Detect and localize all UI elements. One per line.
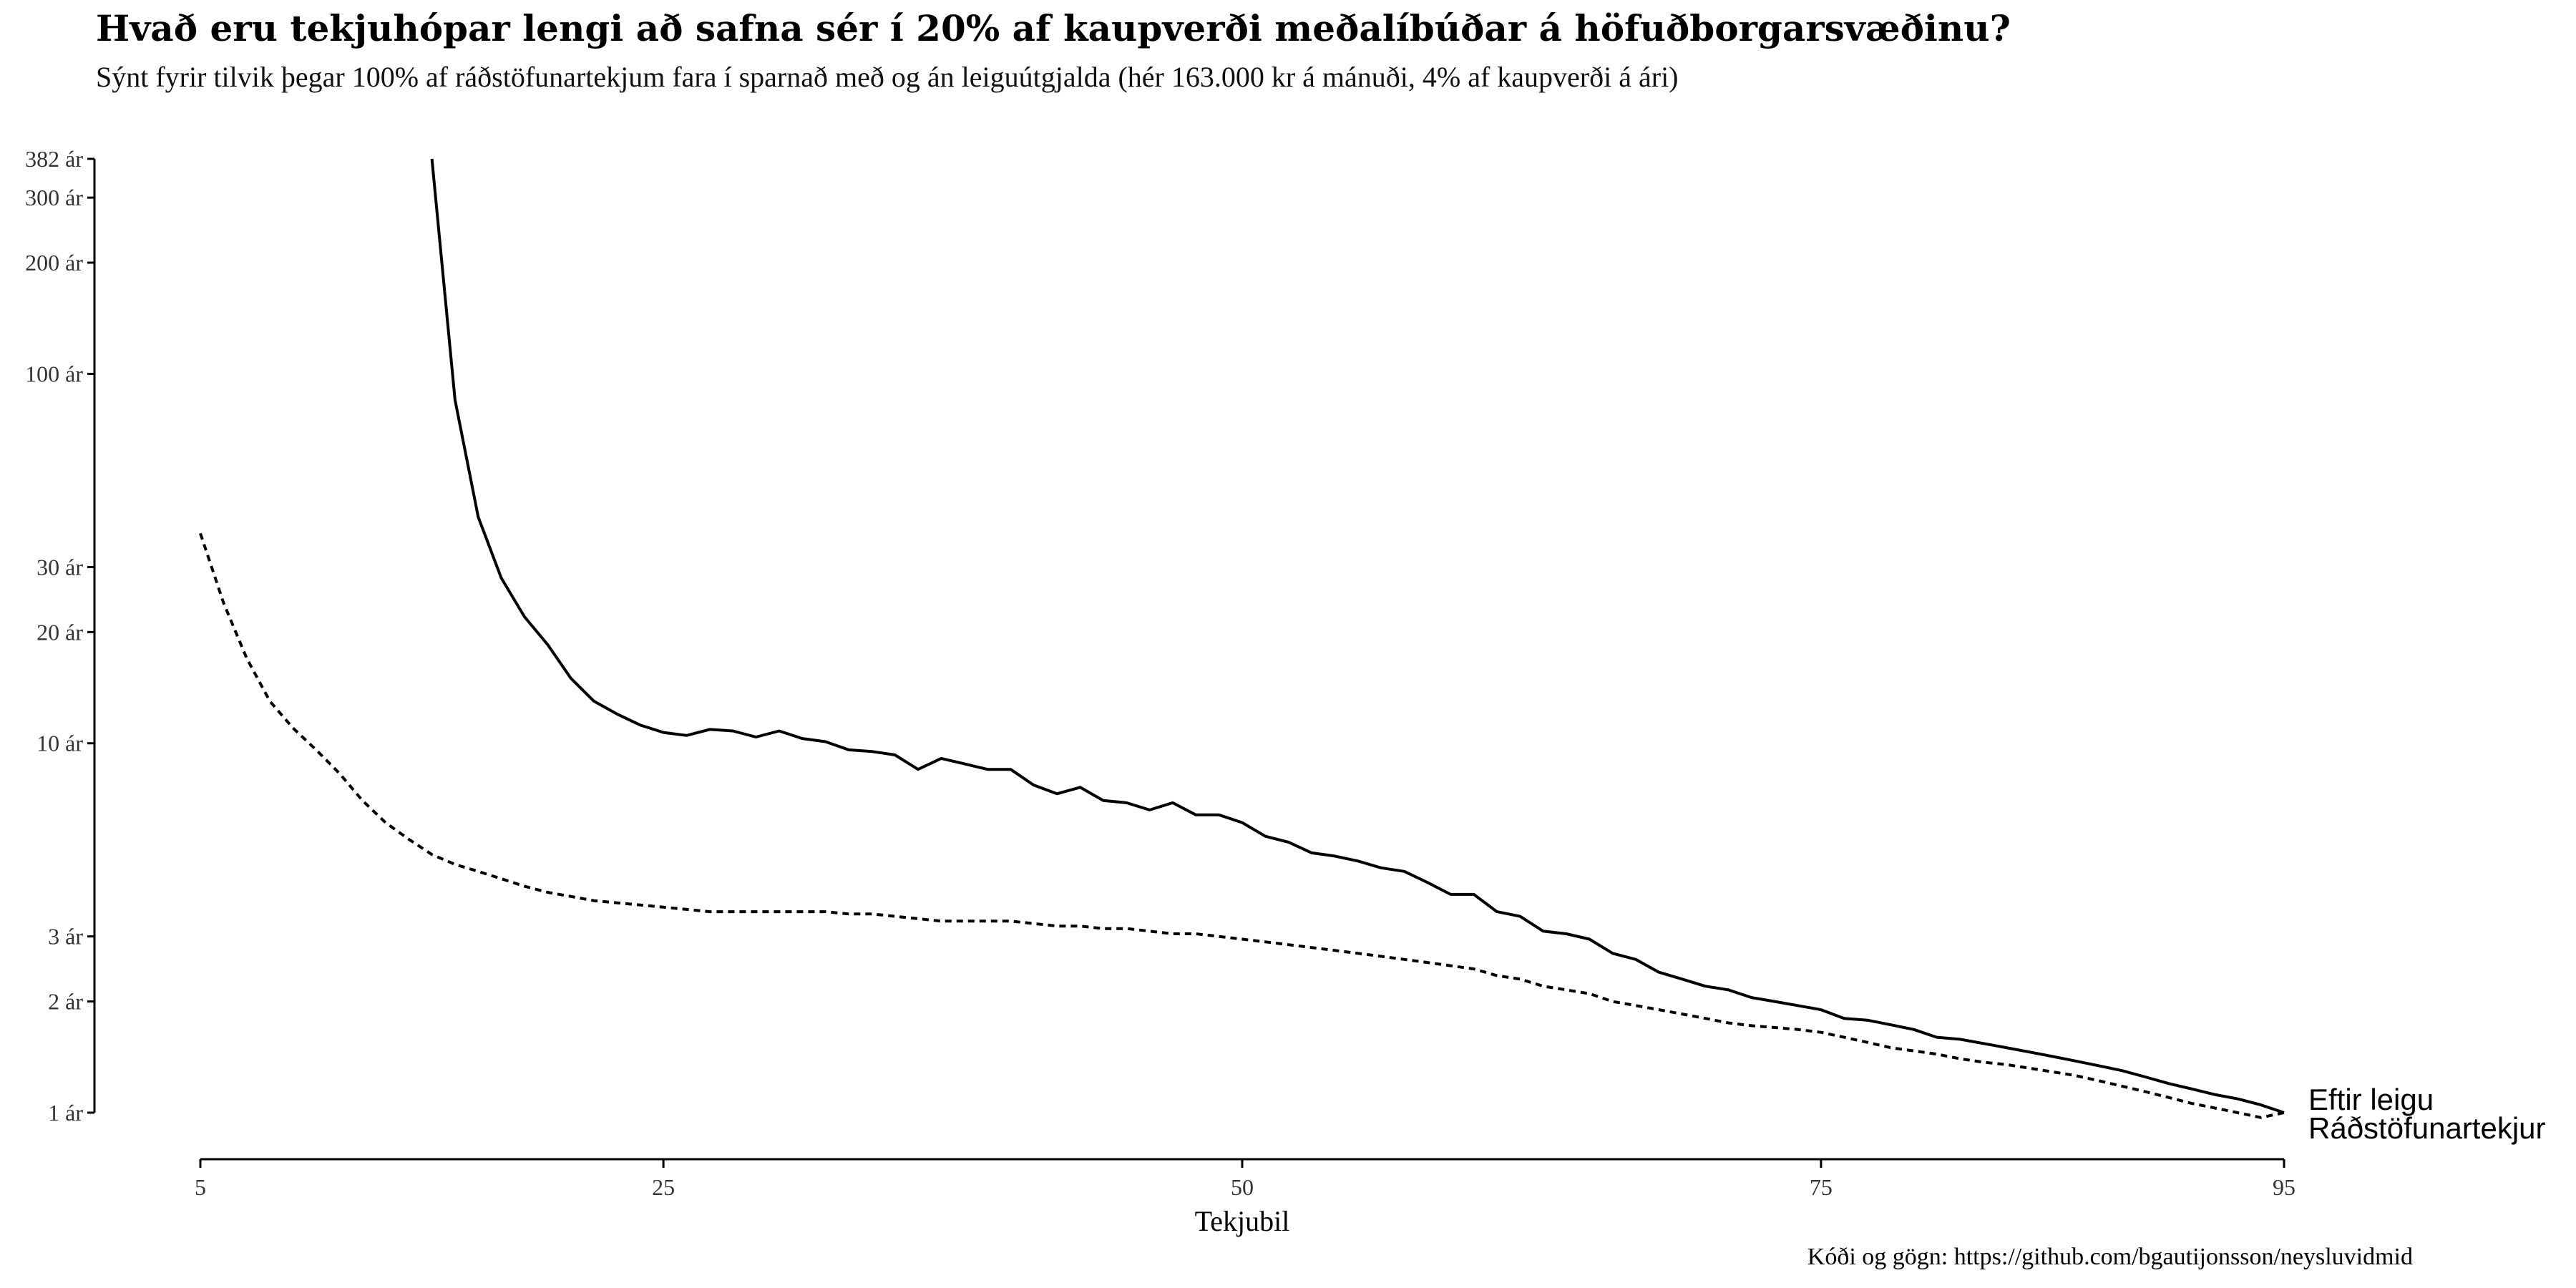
x-axis-title: Tekjubil [1195, 1205, 1290, 1237]
x-tick-label: 95 [2273, 1174, 2296, 1200]
series-label-0: Eftir leigu [2308, 1083, 2434, 1116]
series-label-1: Ráðstöfunartekjur [2308, 1111, 2546, 1145]
series-line-0 [430, 158, 2285, 1114]
y-axis-ticks: 1 ár 2 ár 3 ár 10 ár 20 ár 30 ár 100 ár 200 ár 3… [25, 146, 94, 1126]
series-line-1 [199, 532, 2285, 1119]
axes: 1 ár 2 ár 3 ár 10 ár 20 ár 30 ár 100 ár 200 ár 3… [25, 146, 2296, 1200]
chart-title: Hvað eru tekjuhópar lengi að safna sér í… [96, 7, 2011, 49]
y-tick-label: 30 ár [36, 554, 83, 580]
y-tick-label: 300 ár [25, 185, 83, 210]
x-axis-ticks: 5 25 50 75 95 [195, 1159, 2296, 1200]
y-tick-label: 100 ár [25, 361, 83, 386]
y-tick-label: 10 ár [36, 731, 83, 756]
y-tick-label: 200 ár [25, 250, 83, 275]
x-tick-label: 5 [195, 1174, 206, 1200]
chart-subtitle: Sýnt fyrir tilvik þegar 100% af ráðstöfu… [96, 61, 1679, 93]
y-tick-label: 1 ár [48, 1100, 83, 1126]
y-tick-label: 2 ár [48, 989, 83, 1015]
y-tick-label: 382 ár [25, 146, 83, 172]
x-tick-label: 50 [1231, 1174, 1254, 1200]
chart-caption: Kóði og gögn: https://github.com/bgautij… [1807, 1244, 2413, 1270]
y-tick-label: 20 ár [36, 619, 83, 645]
y-tick-label: 3 ár [48, 924, 83, 950]
x-tick-label: 75 [1810, 1174, 1833, 1200]
x-tick-label: 25 [652, 1174, 675, 1200]
